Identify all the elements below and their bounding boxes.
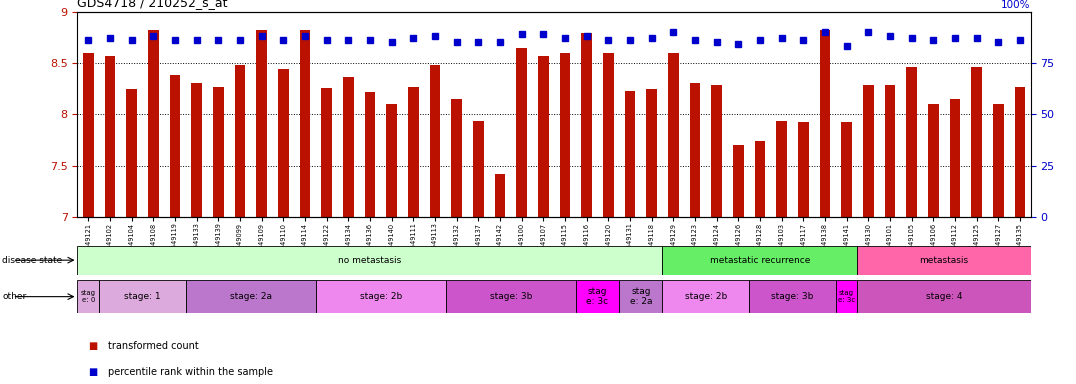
Text: stage: 3b: stage: 3b — [771, 292, 813, 301]
Bar — [576, 280, 619, 313]
Bar — [619, 280, 663, 313]
Text: stag
e: 2a: stag e: 2a — [629, 287, 652, 306]
Bar — [711, 86, 722, 217]
Bar — [858, 280, 1031, 313]
Bar — [663, 280, 749, 313]
Text: 100%: 100% — [1002, 0, 1031, 10]
Text: stag
e: 0: stag e: 0 — [81, 290, 96, 303]
Text: stage: 1: stage: 1 — [124, 292, 160, 301]
Bar — [451, 99, 462, 217]
Bar — [972, 67, 982, 217]
Bar — [560, 53, 570, 217]
Text: transformed count: transformed count — [108, 341, 198, 351]
Bar — [278, 69, 288, 217]
Bar — [624, 91, 636, 217]
Bar — [690, 83, 700, 217]
Bar — [538, 56, 549, 217]
Bar — [126, 89, 137, 217]
Text: stage: 4: stage: 4 — [925, 292, 962, 301]
Text: percentile rank within the sample: percentile rank within the sample — [108, 367, 272, 377]
Bar — [495, 174, 506, 217]
Bar — [841, 122, 852, 217]
Text: no metastasis: no metastasis — [338, 256, 401, 265]
Bar — [993, 104, 1004, 217]
Bar — [749, 280, 836, 313]
Bar — [83, 53, 94, 217]
Bar — [365, 92, 376, 217]
Bar — [836, 280, 858, 313]
Text: stage: 2b: stage: 2b — [359, 292, 402, 301]
Text: stage: 3b: stage: 3b — [490, 292, 532, 301]
Bar — [343, 77, 354, 217]
Bar — [884, 86, 895, 217]
Bar — [235, 65, 245, 217]
Bar — [663, 246, 858, 275]
Bar — [472, 121, 484, 217]
Bar — [386, 104, 397, 217]
Bar — [299, 30, 310, 217]
Bar — [104, 56, 115, 217]
Bar — [322, 88, 332, 217]
Bar — [186, 280, 316, 313]
Bar — [1015, 86, 1025, 217]
Bar — [928, 104, 938, 217]
Text: disease state: disease state — [2, 256, 62, 265]
Bar — [213, 86, 224, 217]
Bar — [429, 65, 440, 217]
Text: stag
e: 3c: stag e: 3c — [838, 290, 855, 303]
Bar — [798, 122, 809, 217]
Bar — [581, 33, 592, 217]
Bar — [820, 30, 831, 217]
Text: metastasis: metastasis — [920, 256, 968, 265]
Bar — [863, 86, 874, 217]
Bar — [949, 99, 961, 217]
Bar — [906, 67, 917, 217]
Bar — [192, 83, 202, 217]
Bar — [776, 121, 787, 217]
Bar — [445, 280, 576, 313]
Bar — [147, 30, 159, 217]
Bar — [408, 86, 419, 217]
Bar — [316, 280, 445, 313]
Bar — [668, 53, 679, 217]
Bar — [858, 246, 1031, 275]
Text: stage: 2a: stage: 2a — [230, 292, 272, 301]
Bar — [170, 75, 181, 217]
Bar — [256, 30, 267, 217]
Bar — [77, 246, 663, 275]
Bar — [647, 89, 657, 217]
Bar — [733, 145, 744, 217]
Text: GDS4718 / 210252_s_at: GDS4718 / 210252_s_at — [77, 0, 228, 9]
Bar — [516, 48, 527, 217]
Bar — [77, 280, 99, 313]
Text: metastatic recurrence: metastatic recurrence — [710, 256, 810, 265]
Text: other: other — [2, 292, 27, 301]
Bar — [603, 53, 613, 217]
Text: ■: ■ — [88, 341, 98, 351]
Text: stag
e: 3c: stag e: 3c — [586, 287, 609, 306]
Text: ■: ■ — [88, 367, 98, 377]
Bar — [99, 280, 186, 313]
Bar — [754, 141, 765, 217]
Text: stage: 2b: stage: 2b — [684, 292, 727, 301]
